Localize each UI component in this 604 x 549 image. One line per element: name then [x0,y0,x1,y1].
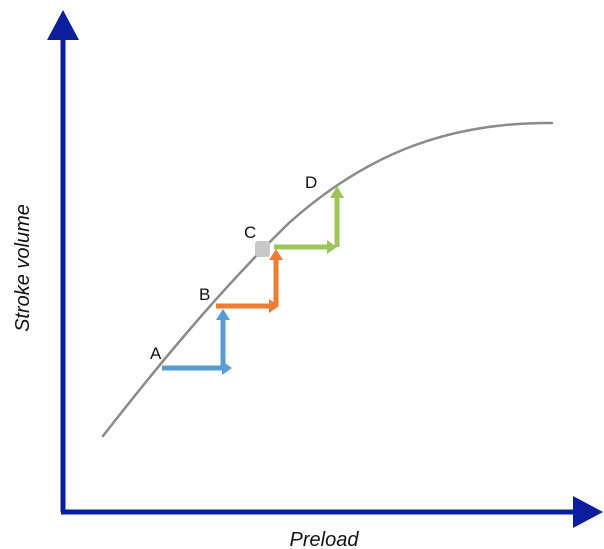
point-label-c: C [244,223,256,242]
step-arrow-a [162,309,232,375]
point-label-b: B [199,285,210,304]
point-label-a: A [150,344,162,363]
x-axis [61,496,603,528]
y-axis-label: Stroke volume [12,204,34,332]
frank-starling-curve [101,121,554,438]
step-arrow-b [216,249,283,313]
point-c-marker [255,241,270,257]
point-label-d: D [305,173,317,192]
x-axis-label: Preload [290,529,360,549]
step-arrow-c [274,186,344,254]
y-axis [47,10,79,512]
